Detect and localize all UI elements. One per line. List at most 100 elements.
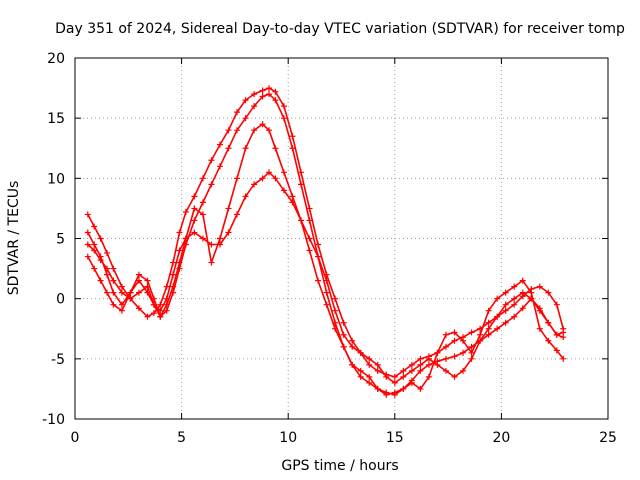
- data-point: [417, 367, 424, 374]
- data-point: [553, 331, 560, 338]
- data-point: [536, 283, 543, 290]
- data-point: [110, 289, 117, 296]
- data-point: [289, 145, 296, 152]
- data-point: [216, 141, 223, 148]
- data-point: [118, 307, 125, 314]
- data-point: [417, 355, 424, 362]
- axis-ticks: [74, 57, 609, 420]
- data-point: [349, 343, 356, 350]
- data-point: [366, 355, 373, 362]
- data-point: [323, 289, 330, 296]
- plot-frame: [74, 57, 609, 420]
- data-point: [150, 310, 157, 317]
- data-point: [251, 91, 258, 98]
- data-point: [553, 301, 560, 308]
- data-point: [451, 329, 458, 336]
- data-point: [191, 229, 198, 236]
- data-point: [225, 205, 232, 212]
- data-point: [408, 361, 415, 368]
- y-tick-label: 15: [47, 111, 65, 127]
- data-point: [163, 307, 170, 314]
- data-point: [259, 121, 266, 128]
- data-point: [163, 283, 170, 290]
- data-point: [280, 115, 287, 122]
- data-point: [451, 353, 458, 360]
- x-tick-label: 25: [599, 430, 617, 446]
- data-point: [84, 253, 91, 260]
- data-point: [191, 205, 198, 212]
- data-point: [494, 313, 501, 320]
- data-point: [242, 193, 249, 200]
- data-point: [306, 205, 313, 212]
- data-point: [545, 319, 552, 326]
- data-point: [383, 373, 390, 380]
- series-track-c: [84, 169, 567, 386]
- data-point: [460, 337, 467, 344]
- data-point: [199, 199, 206, 206]
- data-point: [560, 355, 567, 362]
- data-point: [234, 175, 241, 182]
- data-point: [208, 241, 215, 248]
- data-point: [176, 259, 183, 266]
- data-point: [110, 277, 117, 284]
- data-point: [127, 289, 134, 296]
- y-tick-label: -10: [42, 412, 65, 428]
- data-point: [280, 169, 287, 176]
- data-point: [110, 265, 117, 272]
- data-point: [272, 88, 279, 95]
- data-point: [91, 247, 98, 254]
- data-point: [434, 361, 441, 368]
- data-point: [391, 379, 398, 386]
- data-point: [251, 181, 258, 188]
- data-point: [280, 103, 287, 110]
- data-point: [511, 295, 518, 302]
- data-point: [434, 349, 441, 356]
- data-point: [118, 289, 125, 296]
- data-point: [485, 325, 492, 332]
- data-point: [191, 217, 198, 224]
- data-point: [84, 241, 91, 248]
- data-point: [242, 97, 249, 104]
- data-point: [225, 229, 232, 236]
- data-point: [511, 301, 518, 308]
- data-point: [511, 283, 518, 290]
- data-point: [545, 337, 552, 344]
- data-point: [176, 247, 183, 254]
- y-tick-label: 20: [47, 51, 65, 67]
- data-point: [502, 301, 509, 308]
- data-point: [266, 127, 273, 134]
- data-point: [225, 127, 232, 134]
- data-point: [408, 367, 415, 374]
- y-tick-label: -5: [51, 352, 65, 368]
- data-point: [340, 331, 347, 338]
- data-point: [400, 373, 407, 380]
- x-tick-label: 5: [177, 430, 186, 446]
- data-point: [511, 313, 518, 320]
- data-point: [135, 271, 142, 278]
- x-tick-label: 0: [71, 430, 80, 446]
- series-line: [87, 87, 565, 378]
- data-point: [442, 355, 449, 362]
- data-point: [315, 253, 322, 260]
- data-point: [332, 325, 339, 332]
- data-point: [366, 379, 373, 386]
- data-point: [315, 241, 322, 248]
- data-point: [199, 235, 206, 242]
- data-point: [91, 223, 98, 230]
- data-point: [536, 325, 543, 332]
- data-point: [208, 181, 215, 188]
- data-point: [425, 355, 432, 362]
- data-point: [477, 331, 484, 338]
- series-line: [87, 171, 565, 384]
- data-point: [383, 391, 390, 398]
- x-axis-label: GPS time / hours: [281, 458, 398, 474]
- series-line: [87, 93, 565, 396]
- data-series: [84, 85, 567, 398]
- data-point: [374, 361, 381, 368]
- data-point: [272, 97, 279, 104]
- data-point: [494, 325, 501, 332]
- data-point: [442, 331, 449, 338]
- data-point: [103, 249, 110, 256]
- data-point: [289, 193, 296, 200]
